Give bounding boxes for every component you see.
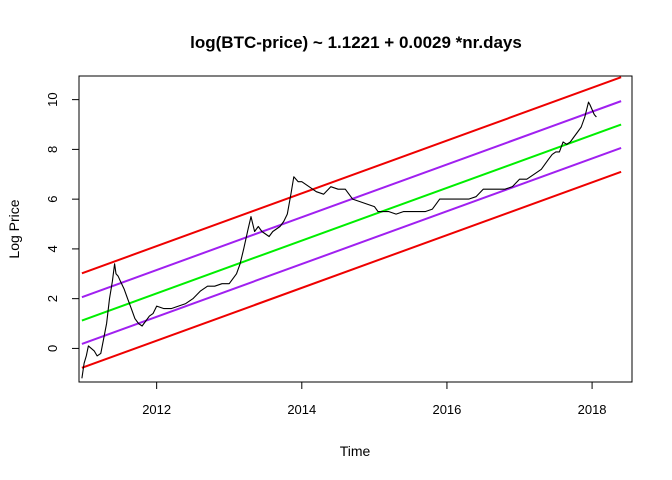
y-tick-label: 4 [45,245,60,252]
x-tick-label: 2014 [287,402,316,417]
band-line-4 [81,146,622,345]
price-series [81,101,597,379]
y-tick-label: 6 [45,196,60,203]
band-lines [81,76,622,369]
band-line-2 [81,100,622,299]
y-tick-label: 2 [45,295,60,302]
y-tick-label: 8 [45,146,60,153]
x-tick-label: 2016 [432,402,461,417]
plot-area-box [78,75,633,383]
y-axis: 0 2 4 6 8 10 [45,92,80,352]
x-axis-label: Time [340,443,371,459]
x-axis: 2012 2014 2016 2018 [142,381,607,417]
x-tick-label: 2018 [578,402,607,417]
y-axis-label: Log Price [6,199,22,258]
band-line-3 [81,123,622,322]
y-tick-label: 0 [45,345,60,352]
band-line-1 [81,76,622,275]
band-line-5 [81,170,622,369]
y-tick-label: 10 [45,92,60,106]
price-line [81,101,597,379]
x-tick-label: 2012 [142,402,171,417]
chart-title: log(BTC-price) ~ 1.1221 + 0.0029 *nr.day… [190,33,522,52]
